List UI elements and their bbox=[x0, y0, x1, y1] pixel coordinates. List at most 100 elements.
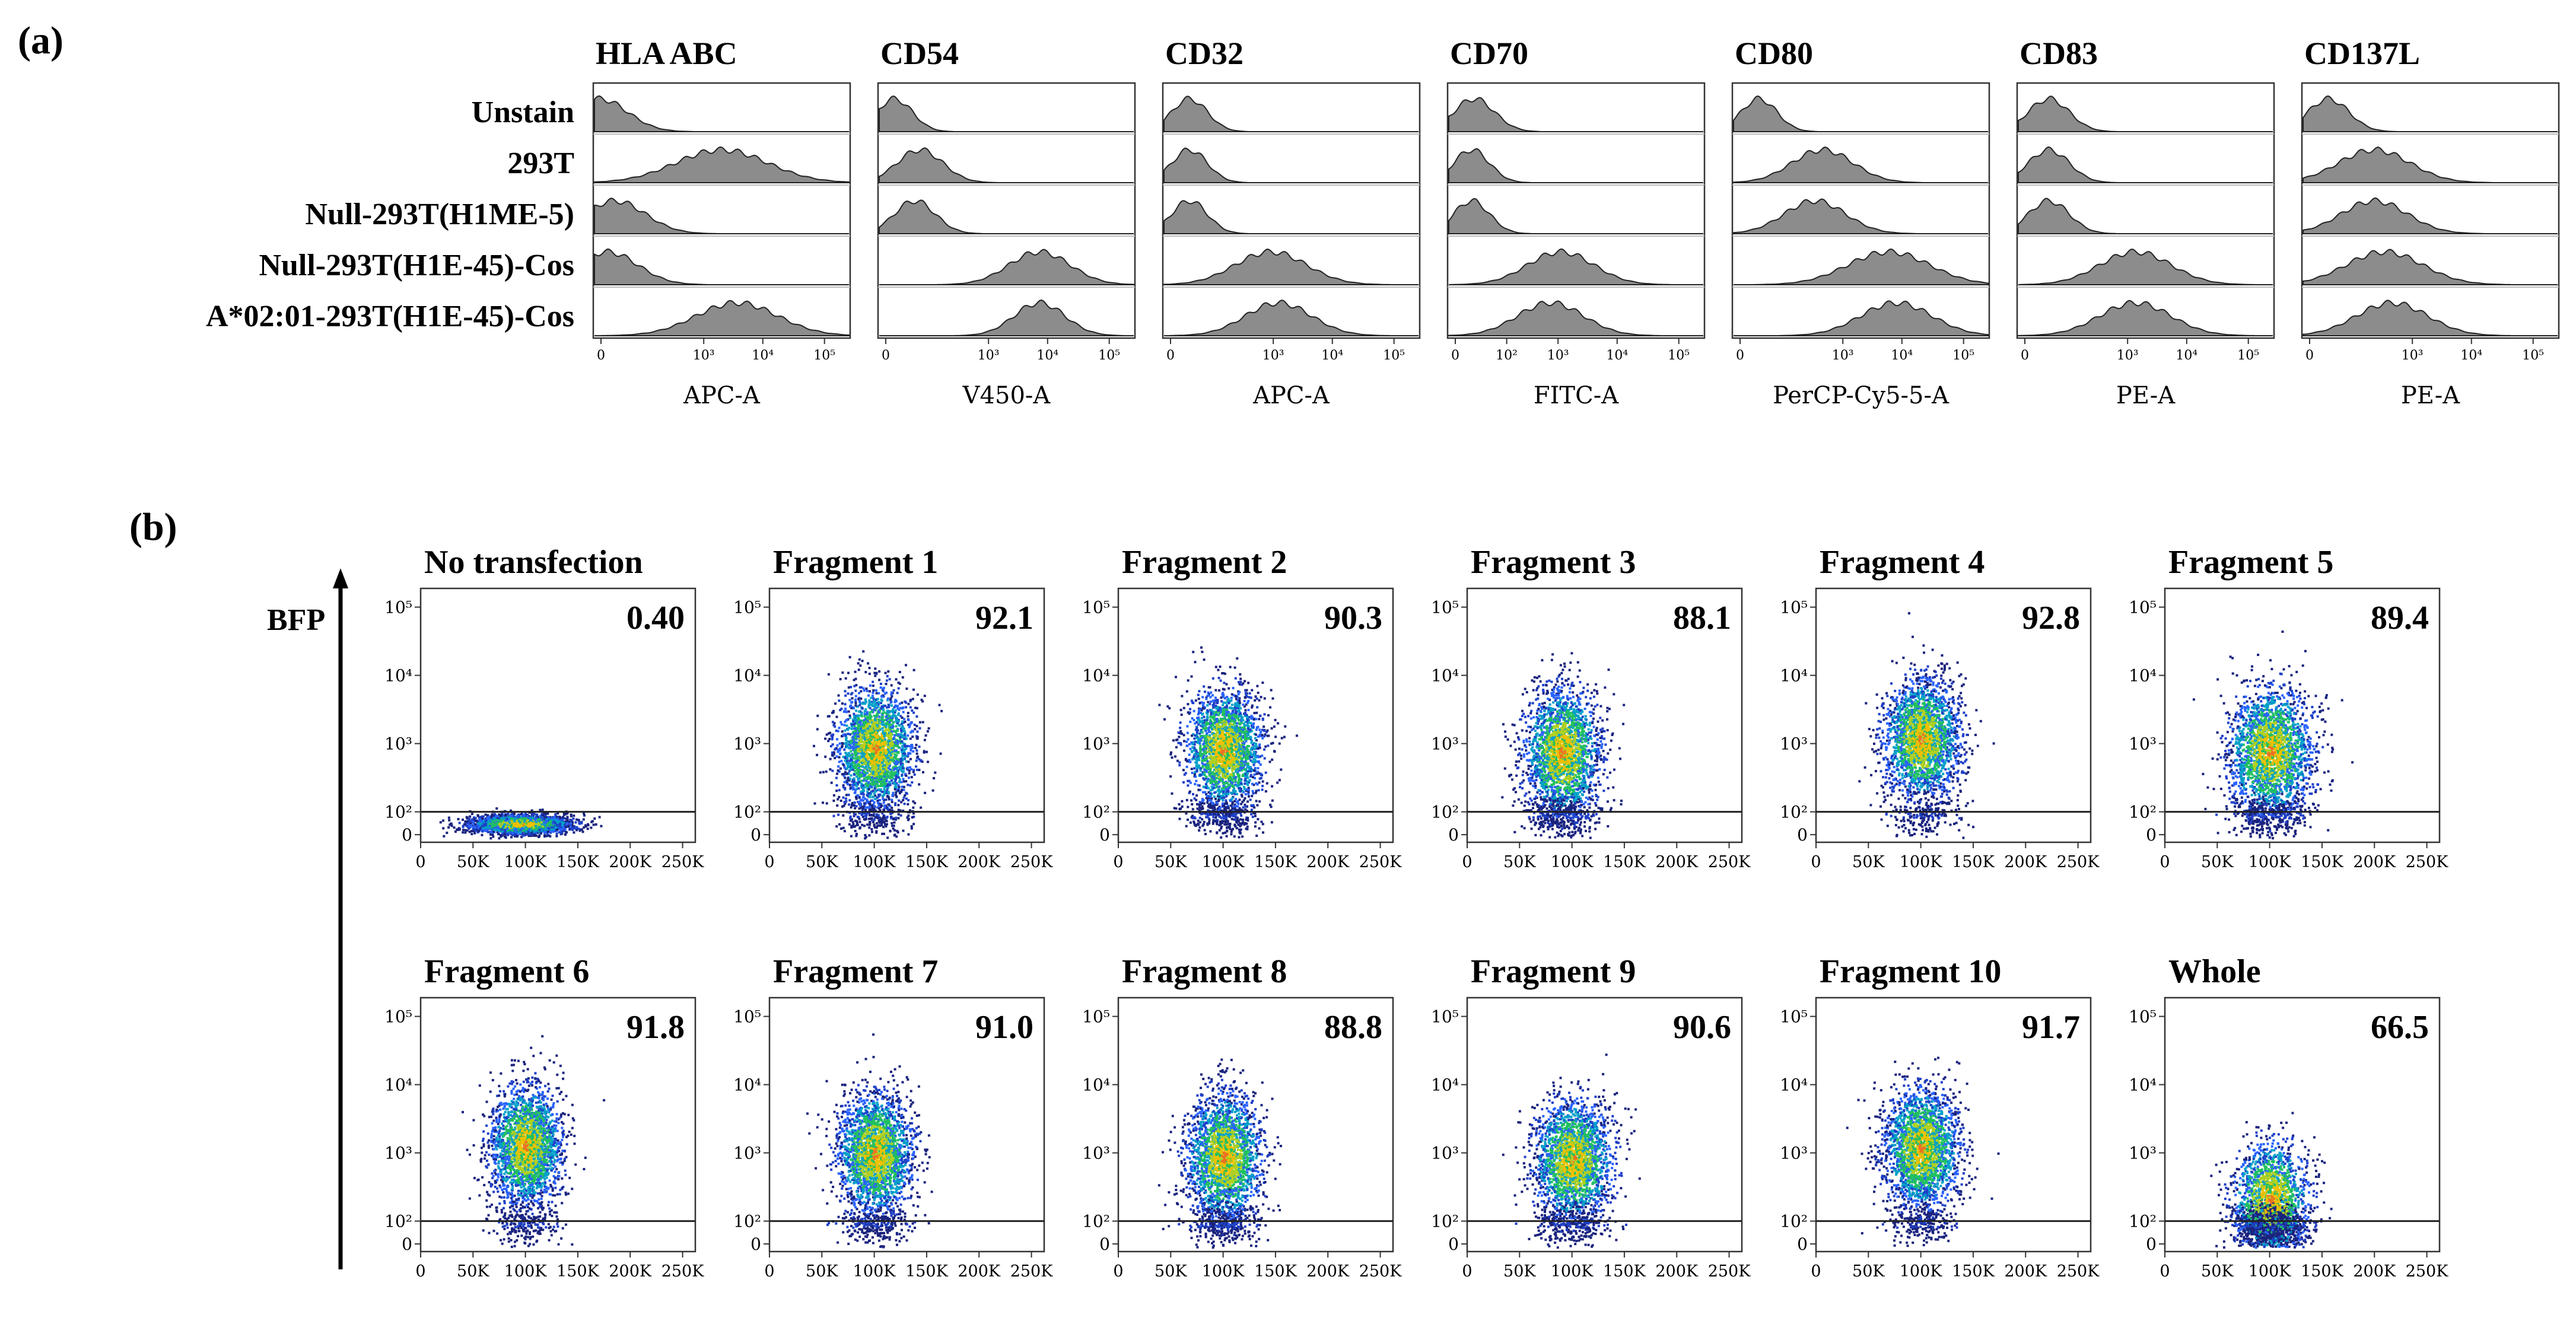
scatter-point bbox=[492, 822, 494, 824]
scatter-point bbox=[866, 768, 869, 771]
scatter-point bbox=[495, 816, 497, 818]
scatter-point bbox=[909, 758, 912, 760]
scatter-point bbox=[853, 778, 855, 780]
scatter-point bbox=[570, 814, 573, 816]
scatter-point bbox=[850, 774, 853, 776]
scatter-point bbox=[871, 806, 873, 808]
scatter-point bbox=[543, 835, 546, 838]
scatter-point bbox=[836, 804, 838, 807]
scatter-point bbox=[877, 746, 879, 748]
scatter-point bbox=[462, 826, 465, 828]
scatter-point bbox=[895, 791, 897, 794]
scatter-point bbox=[567, 826, 570, 828]
scatter-point bbox=[897, 831, 899, 833]
scatter-point bbox=[885, 683, 888, 685]
scatter-point bbox=[561, 831, 563, 833]
scatter-point bbox=[886, 675, 889, 677]
scatter-point bbox=[492, 825, 494, 827]
scatter-point bbox=[891, 822, 893, 824]
scatter-point bbox=[905, 775, 907, 777]
scatter-point bbox=[837, 769, 839, 772]
scatter-point bbox=[830, 745, 832, 747]
panel-b-label: (b) bbox=[129, 505, 177, 549]
scatter-point bbox=[851, 701, 853, 703]
scatter-point bbox=[492, 829, 495, 831]
scatter-point bbox=[829, 732, 831, 734]
scatter-point bbox=[491, 813, 493, 816]
scatter-point bbox=[842, 797, 845, 799]
scatter-point bbox=[851, 728, 853, 730]
histogram-peak bbox=[1164, 148, 1419, 183]
scatter-point bbox=[899, 778, 901, 781]
scatter-point bbox=[845, 794, 848, 796]
scatter-point bbox=[826, 802, 828, 804]
marker-title: CD83 bbox=[2020, 36, 2098, 71]
scatter-point bbox=[885, 672, 887, 674]
histogram-peak bbox=[594, 198, 849, 234]
scatter-point bbox=[475, 830, 477, 832]
scatter-point bbox=[507, 833, 510, 835]
scatter-point bbox=[848, 711, 850, 713]
scatter-point bbox=[836, 738, 838, 740]
scatter-point bbox=[895, 754, 898, 756]
scatter-point bbox=[822, 771, 825, 773]
scatter-point bbox=[903, 738, 905, 740]
scatter-point bbox=[889, 733, 892, 735]
scatter-point bbox=[878, 741, 880, 744]
scatter-point bbox=[850, 750, 852, 753]
scatter-point bbox=[851, 724, 853, 726]
x-tick-label: 10³ bbox=[978, 348, 1000, 363]
scatter-point bbox=[902, 767, 904, 769]
scatter-point bbox=[862, 796, 864, 798]
scatter-point bbox=[511, 813, 513, 815]
scatter-point bbox=[488, 816, 490, 818]
scatter-point bbox=[869, 690, 871, 692]
scatter-point bbox=[876, 692, 878, 695]
x-tick-label: 10³ bbox=[1832, 348, 1854, 363]
scatter-point bbox=[897, 817, 899, 819]
scatter-point bbox=[544, 829, 546, 831]
scatter-point bbox=[888, 703, 890, 706]
x-tick-label: 10⁵ bbox=[2237, 348, 2259, 363]
scatter-point bbox=[599, 816, 601, 819]
scatter-panel: Fragment 192.110⁵10⁴10³10²00 50K 100K 150K 2… bbox=[733, 544, 1053, 871]
scatter-point bbox=[880, 683, 882, 685]
scatter-point bbox=[879, 794, 881, 796]
scatter-point bbox=[501, 829, 503, 831]
scatter-point bbox=[911, 709, 913, 712]
scatter-point bbox=[924, 792, 926, 794]
scatter-point bbox=[860, 745, 862, 747]
scatter-point bbox=[513, 820, 516, 822]
scatter-point bbox=[857, 717, 860, 720]
marker-title: CD80 bbox=[1735, 36, 1813, 71]
scatter-point bbox=[905, 780, 907, 782]
scatter-point bbox=[898, 724, 900, 726]
histogram-peak bbox=[2018, 199, 2273, 234]
histogram-peak bbox=[1449, 199, 1703, 234]
scatter-point bbox=[909, 706, 912, 709]
scatter-point bbox=[873, 792, 876, 795]
scatter-point bbox=[878, 776, 880, 779]
scatter-point bbox=[940, 710, 943, 712]
scatter-point bbox=[574, 822, 577, 824]
scatter-point bbox=[836, 716, 838, 718]
scatter-point bbox=[909, 737, 912, 740]
scatter-point bbox=[848, 686, 850, 689]
scatter-point bbox=[478, 830, 480, 832]
x-tick-label: 10⁵ bbox=[1098, 348, 1120, 363]
scatter-point bbox=[861, 734, 864, 736]
scatter-point bbox=[511, 815, 513, 817]
scatter-point bbox=[858, 827, 861, 830]
scatter-point bbox=[877, 765, 880, 767]
scatter-point bbox=[849, 778, 851, 780]
scatter-point bbox=[559, 823, 561, 825]
scatter-point bbox=[835, 789, 838, 792]
scatter-point bbox=[887, 698, 889, 700]
scatter-point bbox=[909, 784, 911, 787]
scatter-point bbox=[855, 709, 857, 712]
scatter-point bbox=[888, 803, 890, 806]
scatter-point bbox=[556, 833, 558, 835]
scatter-point bbox=[483, 824, 485, 827]
scatter-point bbox=[915, 715, 918, 718]
scatter-point bbox=[915, 744, 918, 746]
